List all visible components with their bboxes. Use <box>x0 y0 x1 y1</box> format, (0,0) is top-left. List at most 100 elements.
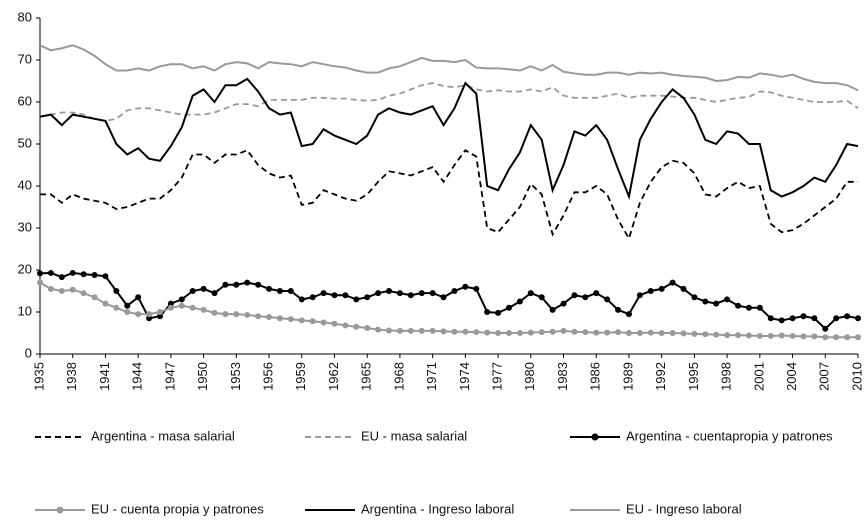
series-marker <box>440 328 447 335</box>
x-tick-label: 1998 <box>719 362 734 391</box>
series-marker <box>58 288 65 294</box>
legend-item: EU - cuenta propia y patrones <box>35 501 264 516</box>
series-marker <box>451 328 458 335</box>
series-marker <box>516 330 523 336</box>
x-tick-label: 1956 <box>260 362 275 391</box>
series-marker <box>702 331 709 338</box>
series-marker <box>538 294 545 301</box>
series-marker <box>233 281 240 288</box>
series-marker <box>735 302 742 309</box>
series-marker <box>669 330 676 336</box>
series-marker <box>549 328 556 335</box>
series-marker <box>560 300 567 307</box>
x-tick-label: 1950 <box>195 362 210 391</box>
series-marker <box>691 294 698 301</box>
series-marker <box>80 290 87 297</box>
legend-item: EU - Ingreso laboral <box>570 501 742 516</box>
series-marker <box>418 290 425 297</box>
series-line <box>40 149 858 241</box>
series-marker <box>244 311 251 318</box>
legend-label: Argentina - Ingreso laboral <box>361 501 514 516</box>
series-marker <box>778 332 785 339</box>
series-marker <box>418 327 425 334</box>
x-tick-label: 1995 <box>686 362 701 391</box>
series-marker <box>233 311 240 318</box>
series-marker <box>211 309 218 316</box>
series-marker <box>833 315 840 322</box>
series-marker <box>276 315 283 322</box>
series-marker <box>298 317 305 324</box>
x-tick-label: 1941 <box>97 362 112 391</box>
series-marker <box>124 302 131 309</box>
legend-label: EU - cuenta propia y patrones <box>91 501 264 516</box>
series-marker <box>189 288 196 294</box>
series-marker <box>375 290 382 297</box>
series-marker <box>538 329 545 336</box>
series-marker <box>691 330 698 337</box>
x-tick-label: 1983 <box>555 362 570 391</box>
series-marker <box>37 279 43 286</box>
series-marker <box>353 323 360 330</box>
series-marker <box>615 306 622 313</box>
series-marker <box>735 332 742 339</box>
series-marker <box>287 288 294 294</box>
series-marker <box>113 288 120 294</box>
series-marker <box>102 300 109 307</box>
series-marker <box>451 288 458 294</box>
series-marker <box>713 300 720 307</box>
series-marker <box>604 296 611 303</box>
x-tick-label: 1974 <box>457 362 472 391</box>
series-marker <box>593 329 600 336</box>
x-tick-label: 1992 <box>653 362 668 391</box>
series-marker <box>266 285 273 292</box>
series-marker <box>516 298 523 305</box>
series-marker <box>124 309 131 315</box>
series-marker <box>255 313 262 320</box>
series-marker <box>364 324 371 331</box>
x-tick-label: 1953 <box>228 362 243 391</box>
series-marker <box>669 279 676 286</box>
series-marker <box>146 311 153 318</box>
series-marker <box>495 309 502 316</box>
series-marker <box>200 285 207 292</box>
series-marker <box>724 332 731 339</box>
series-marker <box>484 329 491 336</box>
series-marker <box>571 328 578 335</box>
series-marker <box>375 326 382 333</box>
x-tick-label: 1938 <box>64 362 79 391</box>
legend-marker <box>591 433 599 441</box>
x-tick-label: 1947 <box>162 362 177 391</box>
series-marker <box>167 300 174 307</box>
series-marker <box>745 304 752 311</box>
legend-label: Argentina - masa salarial <box>91 428 235 443</box>
x-tick-label: 1986 <box>588 362 603 391</box>
series-marker <box>331 320 338 327</box>
series-marker <box>844 313 851 320</box>
y-tick-label: 40 <box>18 177 32 192</box>
series-marker <box>255 281 262 288</box>
series-marker <box>298 296 305 303</box>
series-line <box>39 82 859 122</box>
series-marker <box>222 311 229 318</box>
series-marker <box>625 330 632 336</box>
series-marker <box>658 330 665 336</box>
series-marker <box>582 294 589 301</box>
series-marker <box>505 330 512 336</box>
legend-item: Argentina - masa salarial <box>35 428 235 443</box>
series-marker <box>102 273 109 280</box>
series-marker <box>745 332 752 339</box>
series-marker <box>484 309 491 315</box>
series-marker <box>789 315 796 322</box>
series-marker <box>473 329 480 336</box>
series-marker <box>429 327 436 334</box>
x-tick-label: 2004 <box>784 362 799 391</box>
series-marker <box>178 296 185 303</box>
series-marker <box>636 292 643 299</box>
x-tick-label: 1968 <box>391 362 406 391</box>
x-tick-label: 2001 <box>751 362 766 391</box>
series-marker <box>156 313 163 320</box>
series-marker <box>287 316 294 323</box>
x-tick-label: 1962 <box>326 362 341 391</box>
series-marker <box>386 327 393 334</box>
series-marker <box>189 304 196 311</box>
